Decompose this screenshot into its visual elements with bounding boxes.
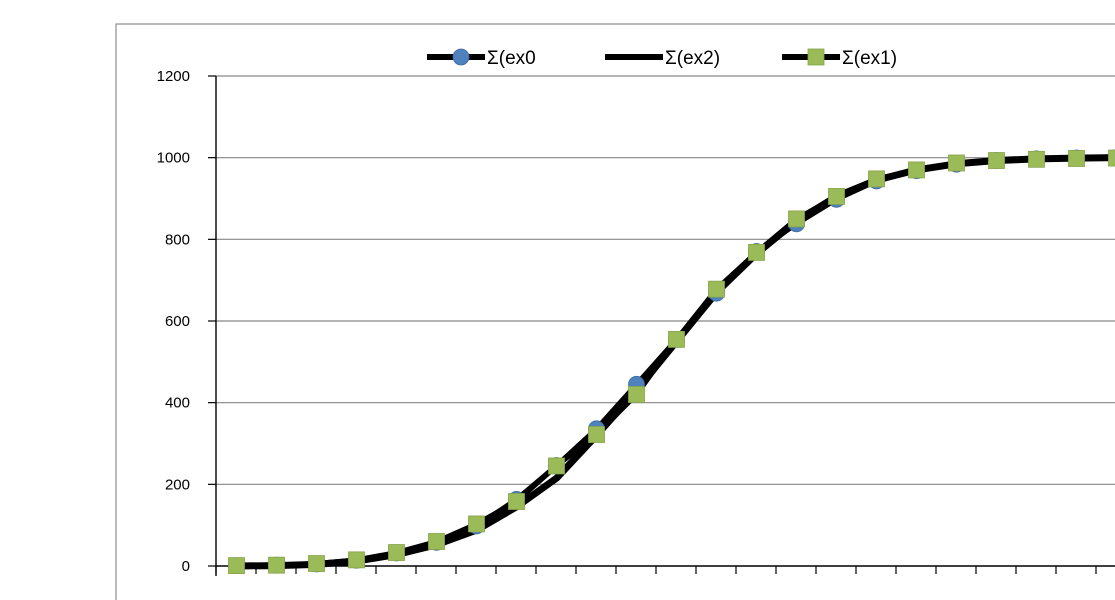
data-point-marker [1068, 150, 1085, 167]
data-point-marker [228, 557, 245, 574]
gridlines [216, 75, 1115, 485]
data-point-marker [1028, 150, 1045, 168]
data-point-marker [468, 515, 485, 533]
legend-label: Σ(ex1) [842, 48, 897, 69]
y-tick-label: 200 [165, 476, 190, 493]
data-point-marker [868, 170, 885, 188]
data-point-marker [548, 457, 565, 475]
y-tick-label: 800 [165, 231, 190, 248]
legend-label: Σ(ex0 [487, 48, 536, 69]
y-tick-label: 0 [182, 558, 190, 575]
data-point-marker [748, 243, 765, 261]
plot-series [228, 149, 1115, 574]
data-point-marker [788, 210, 805, 228]
data-point-marker [428, 533, 445, 550]
y-tick-label: 1200 [157, 68, 190, 85]
legend-marker [452, 48, 470, 66]
data-point-marker [948, 154, 965, 172]
data-point-marker [908, 161, 925, 179]
data-point-marker [668, 330, 685, 348]
y-tick-label: 600 [165, 313, 190, 330]
legend: Σ(ex0 Σ(ex2) Σ(ex1) [427, 48, 897, 69]
chart-frame [115, 23, 1115, 600]
data-point-marker [588, 426, 605, 443]
data-point-marker [508, 493, 525, 510]
data-point-marker [828, 188, 845, 205]
data-point-marker [628, 386, 645, 403]
data-point-marker [388, 544, 405, 561]
y-tick-label: 1000 [157, 150, 190, 167]
data-point-marker [708, 280, 725, 298]
data-point-marker [1108, 149, 1115, 167]
legend-marker [807, 48, 825, 66]
y-tick-label: 400 [165, 395, 190, 412]
data-point-marker [348, 551, 365, 569]
axes: 0 200 400 600 800 1000 1200 [157, 68, 1115, 576]
legend-label: Σ(ex2) [665, 48, 720, 69]
data-point-marker [988, 152, 1005, 169]
data-point-marker [268, 556, 285, 574]
data-point-marker [308, 555, 325, 572]
